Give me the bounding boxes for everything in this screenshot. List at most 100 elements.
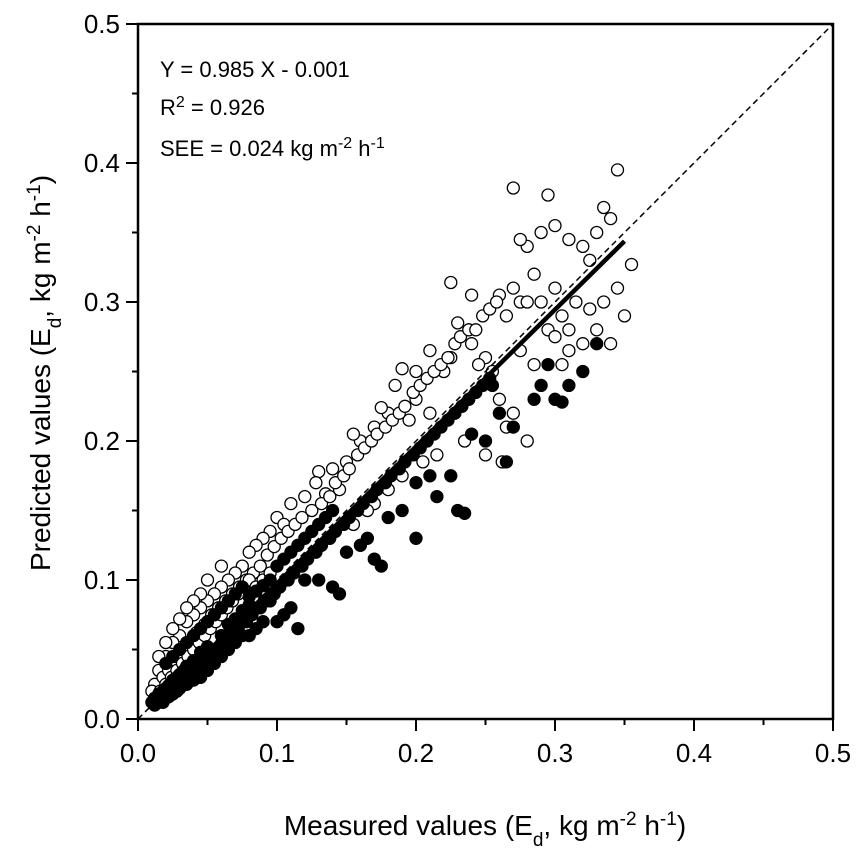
filled-data-point: [423, 469, 437, 483]
x-tick-label: 0.2: [398, 738, 434, 768]
open-data-point: [478, 448, 493, 462]
open-data-point: [527, 357, 541, 372]
x-tick-label: 0.0: [120, 738, 156, 768]
filled-data-point: [409, 531, 423, 545]
filled-data-point: [492, 406, 507, 420]
open-data-point: [464, 337, 479, 351]
open-data-point: [610, 281, 625, 295]
see-annotation: SEE = 0.024 kg m-2 h-1: [160, 135, 385, 162]
filled-data-point: [381, 510, 395, 525]
filled-data-point: [430, 489, 444, 504]
x-tick-label: 0.4: [676, 738, 712, 768]
open-data-point: [173, 612, 187, 626]
open-data-point: [548, 281, 562, 295]
open-data-point: [506, 406, 520, 420]
open-data-point: [562, 323, 576, 337]
filled-data-point: [312, 573, 326, 587]
open-data-point: [423, 406, 437, 420]
open-data-point: [506, 281, 520, 295]
filled-data-point: [555, 395, 569, 409]
open-data-point: [541, 188, 555, 202]
open-data-point: [548, 218, 562, 233]
filled-data-point: [534, 378, 548, 393]
open-data-point: [562, 232, 576, 247]
filled-data-point: [590, 337, 604, 351]
open-data-point: [603, 337, 618, 351]
open-data-point: [617, 309, 632, 323]
x-tick-label: 0.3: [537, 738, 573, 768]
open-data-point: [555, 357, 569, 372]
open-data-point: [597, 295, 611, 309]
open-data-point: [492, 392, 507, 406]
x-axis-ticks: 0.0 0.1 0.2 0.3 0.4 0.5: [120, 719, 851, 768]
open-data-point: [471, 357, 486, 372]
open-data-point: [441, 350, 455, 365]
filled-data-point: [325, 580, 340, 594]
open-data-point: [305, 503, 319, 518]
filled-data-point: [499, 455, 514, 469]
open-data-point: [323, 489, 337, 504]
open-data-point: [253, 559, 267, 573]
open-data-point: [590, 225, 604, 240]
open-data-point: [312, 464, 326, 479]
filled-data-point: [353, 538, 368, 552]
filled-data-point: [325, 503, 340, 518]
open-data-point: [534, 225, 548, 240]
open-data-point: [590, 323, 604, 337]
open-data-point: [159, 635, 173, 650]
open-data-point: [395, 362, 409, 376]
open-data-point: [520, 434, 534, 448]
open-data-point: [597, 200, 611, 215]
open-data-point: [624, 257, 639, 272]
filled-data-point: [506, 420, 520, 434]
y-tick-label: 0.1: [84, 565, 120, 595]
filled-data-point: [235, 580, 249, 594]
open-data-point: [260, 548, 274, 562]
y-tick-label: 0.0: [84, 704, 120, 734]
filled-data-point: [291, 621, 305, 636]
open-data-point: [166, 621, 180, 636]
filled-circle-series: [145, 337, 604, 712]
filled-data-point: [395, 503, 409, 518]
filled-data-point: [444, 469, 458, 483]
filled-data-point: [576, 364, 590, 379]
open-data-point: [295, 510, 309, 525]
filled-data-point: [478, 434, 493, 448]
open-data-point: [520, 295, 534, 309]
open-data-point: [416, 455, 430, 469]
x-tick-label: 0.5: [815, 738, 851, 768]
y-axis-title: Predicted values (Ed, kg m-2 h-1): [24, 175, 66, 571]
open-data-point: [409, 364, 423, 379]
open-data-point: [569, 295, 583, 309]
open-circle-series: [145, 163, 639, 705]
open-data-point: [346, 427, 361, 441]
open-data-point: [534, 295, 548, 309]
open-data-point: [583, 302, 597, 316]
x-tick-label: 0.1: [259, 738, 295, 768]
equation-annotation: Y = 0.985 X - 0.001: [160, 57, 350, 82]
r-squared-annotation: R2 = 0.926: [160, 94, 265, 121]
open-data-point: [451, 316, 465, 330]
open-data-point: [242, 545, 256, 559]
filled-data-point: [541, 357, 555, 372]
y-tick-label: 0.3: [84, 287, 120, 317]
filled-data-point: [527, 392, 541, 406]
open-data-point: [388, 378, 402, 393]
open-data-point: [562, 343, 576, 358]
open-data-point: [309, 476, 323, 490]
open-data-point: [513, 232, 527, 247]
filled-data-point: [409, 476, 423, 490]
open-data-point: [499, 309, 514, 323]
open-data-point: [576, 239, 590, 254]
open-data-point: [583, 253, 597, 267]
open-data-point: [325, 462, 340, 476]
open-data-point: [200, 573, 215, 587]
filled-data-point: [298, 573, 312, 587]
open-data-point: [506, 181, 520, 195]
open-data-point: [398, 399, 412, 413]
filled-data-point: [339, 545, 354, 559]
open-data-point: [423, 343, 437, 358]
open-data-point: [374, 400, 388, 415]
open-data-point: [576, 337, 590, 351]
